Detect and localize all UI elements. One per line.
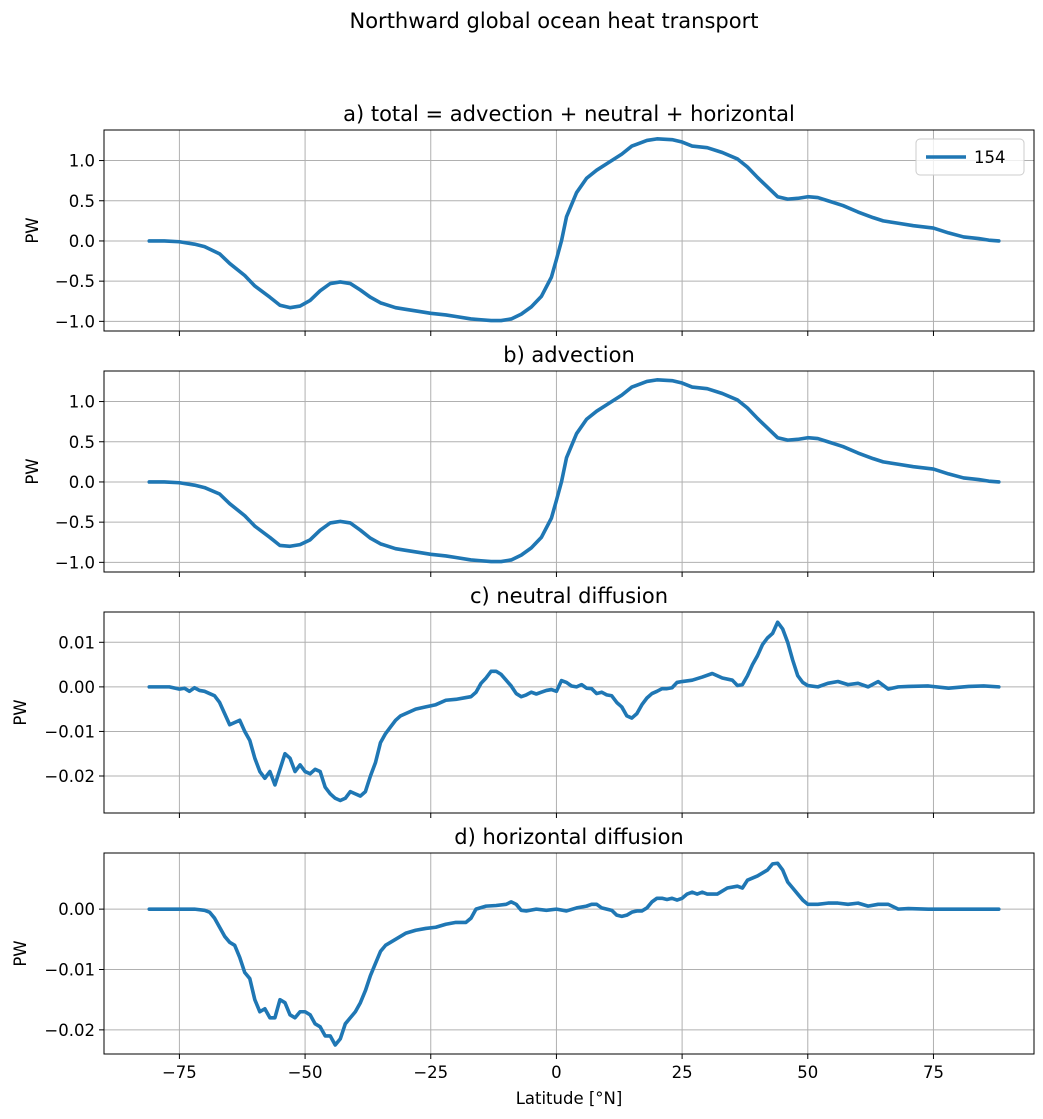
y-tick-label-3: 0.5 (69, 433, 95, 452)
legend: 154 (915, 138, 1025, 176)
subplot-3: −0.02 −0.01 0.00 0.01 PW c) neutral diffusion (11, 584, 1035, 818)
x-tick-label-0: −75 (162, 1063, 197, 1082)
y-axis-label: PW (11, 699, 30, 725)
x-tick-label-5: 50 (797, 1063, 818, 1082)
subplot-1: −1.0 −0.5 0.0 0.5 1.0 PW a) total = advection … (23, 102, 1035, 336)
y-tick-label-0: −0.02 (44, 767, 95, 786)
axes-frame (103, 370, 1035, 573)
y-tick-label-0: −0.02 (44, 1021, 95, 1040)
y-tick-label-1: −0.01 (44, 722, 95, 741)
y-tick-label-2: 0.00 (58, 900, 95, 919)
series-line-1 (147, 861, 1001, 1047)
y-tick-label-1: −0.5 (55, 513, 95, 532)
y-tick-label-4: 1.0 (69, 152, 95, 171)
legend-label: 154 (974, 148, 1006, 167)
series-line-1 (147, 620, 1001, 803)
subplot-title: c) neutral diffusion (470, 584, 668, 608)
subplot-title: b) advection (503, 343, 635, 367)
subplot-title: d) horizontal diffusion (454, 825, 684, 849)
x-tick-label-2: −25 (413, 1063, 448, 1082)
x-tick-label-4: 25 (672, 1063, 693, 1082)
y-tick-label-1: −0.5 (55, 272, 95, 291)
y-tick-label-0: −1.0 (55, 553, 95, 572)
subplot-title: a) total = advection + neutral + horizon… (343, 102, 795, 126)
series-line-1 (147, 137, 1001, 323)
figure-title: Northward global ocean heat transport (350, 9, 759, 33)
y-axis-label: PW (23, 458, 42, 484)
subplot-2: −1.0 −0.5 0.0 0.5 1.0 PW b) advection (23, 343, 1035, 577)
y-tick-label-3: 0.01 (58, 633, 95, 652)
y-tick-label-4: 1.0 (69, 393, 95, 412)
y-tick-label-3: 0.5 (69, 192, 95, 211)
axes-frame (103, 852, 1035, 1055)
legend-box (915, 138, 1025, 176)
axes-frame (103, 129, 1035, 332)
y-tick-label-0: −1.0 (55, 312, 95, 331)
y-axis-label: PW (23, 217, 42, 243)
y-tick-label-2: 0.00 (58, 678, 95, 697)
axes-frame (103, 611, 1035, 814)
y-tick-label-1: −0.01 (44, 960, 95, 979)
y-axis-label: PW (11, 940, 30, 966)
series-line-1 (147, 378, 1001, 564)
x-tick-label-6: 75 (923, 1063, 944, 1082)
subplot-4: −75 −50 −25 0 25 50 75 −0.02 −0.01 0.00 PW d) horiz… (11, 825, 1035, 1108)
y-tick-label-2: 0.0 (69, 232, 95, 251)
y-tick-label-2: 0.0 (69, 473, 95, 492)
subplots: −1.0 −0.5 0.0 0.5 1.0 PW a) total = advection … (11, 102, 1035, 1108)
x-tick-label-3: 0 (551, 1063, 562, 1082)
x-axis-label: Latitude [°N] (516, 1089, 623, 1108)
x-tick-label-1: −50 (288, 1063, 323, 1082)
